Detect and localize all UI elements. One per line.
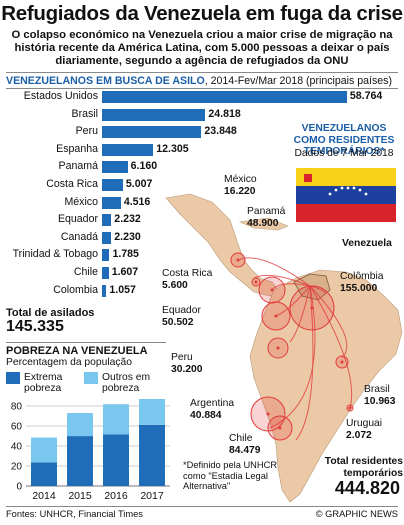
asylum-bar-label-costa-rica: Costa Rica <box>46 178 98 190</box>
asylum-bar-value-chile: 1.607 <box>111 266 139 278</box>
asylum-chart-header-bold: VENEZUELANOS EM BUSCA DE ASILO <box>6 75 205 87</box>
asylum-bar-panam- <box>102 161 128 174</box>
top-divider <box>6 72 398 73</box>
residents-map-svg <box>165 168 403 503</box>
asylum-bar-value-canad-: 2.230 <box>114 230 141 243</box>
asylum-bar-label-canad-: Canadá <box>60 230 98 243</box>
poverty-bar-2015-extreme <box>67 436 93 486</box>
label-equador: Equador 50.502 <box>162 305 201 328</box>
bubble-centers <box>236 258 352 430</box>
residents-total-value: 444.820 <box>334 478 400 498</box>
asylum-bar-chart: Estados Unidos 58.764 Brasil 24.818 Peru 23.8… <box>0 88 404 303</box>
poverty-xtick-2016: 2016 <box>104 490 128 502</box>
page-title: Refugiados da Venezuela em fuga da crise <box>1 2 403 25</box>
asylum-bar-equador <box>102 214 112 227</box>
poverty-xtick-2015: 2015 <box>68 490 92 502</box>
asylum-bar-label-peru: Peru <box>75 125 98 138</box>
label-brasil: Brasil 10.963 <box>364 384 396 407</box>
poverty-bar-2017-extreme <box>139 424 165 486</box>
asylum-bar-chile <box>102 267 109 279</box>
asylum-bar-canad- <box>102 231 112 244</box>
asylum-bar-label-colombia: Colombia <box>53 283 98 296</box>
asylum-chart-header-rest: , 2014-Fev/Mar 2018 (principais países) <box>204 75 392 87</box>
asylum-bar-value-estados-unidos: 58.764 <box>349 90 383 102</box>
asylum-bar-label-estados-unidos: Estados Unidos <box>23 90 98 102</box>
footer-divider <box>6 506 398 507</box>
page-subtitle: O colapso económico na Venezuela criou a… <box>11 29 393 67</box>
label-panama: Panamá 48.900 <box>247 206 286 229</box>
label-chile: Chile 84.479 <box>229 433 261 456</box>
asylum-bar-costa-rica <box>102 179 123 191</box>
poverty-bar-2016-extreme <box>103 434 129 486</box>
asylum-bar-label-panam-: Panamá <box>58 160 98 173</box>
poverty-xtick-2014: 2014 <box>32 490 56 502</box>
label-argentina: Argentina 40.884 <box>190 398 235 421</box>
asylum-bar-value-peru: 23.848 <box>204 125 237 138</box>
asylum-bar-value-panam-: 6.160 <box>130 160 158 173</box>
poverty-xtick-2017: 2017 <box>140 490 164 502</box>
migration-arcs <box>237 257 353 441</box>
label-costa-rica: Costa Rica 5.600 <box>162 268 213 291</box>
residents-date: Dados de 7 Mar 2018 <box>294 148 394 159</box>
legend-swatch-other <box>84 372 98 384</box>
residents-map <box>150 110 404 510</box>
residents-note: *Definido pela UNHCR como "Estadia Legal… <box>183 460 278 491</box>
asylum-bar-label-m-xico: México <box>64 195 98 208</box>
footer-sources: Fontes: UNHCR, Financial Times <box>6 509 143 519</box>
poverty-bar-2014-extreme <box>31 462 57 486</box>
residents-total-label: Total residentes temporários <box>324 456 403 479</box>
asylum-bar-label-equador: Equador <box>57 213 98 226</box>
caribbean-shape <box>238 217 289 231</box>
label-venezuela: Venezuela <box>342 238 392 249</box>
poverty-bar-2015-other <box>67 413 93 437</box>
asylum-chart-header: VENEZUELANOS EM BUSCA DE ASILO, 2014-Fev… <box>6 75 392 87</box>
footer-credit: © GRAPHIC NEWS <box>315 509 398 519</box>
residents-title: VENEZUELANOS COMO RESIDENTES TEMPORÁRIOS… <box>293 123 395 157</box>
asylum-bar-label-chile: Chile <box>73 266 98 278</box>
legend-swatch-extreme <box>6 372 20 384</box>
poverty-ytick-40: 40 <box>11 442 23 453</box>
legend-label-other: Outros em pobreza <box>102 372 151 394</box>
poverty-bar-2014-other <box>31 437 57 463</box>
poverty-subtitle: Percentagem da população <box>6 357 132 368</box>
asylum-bar-value-colombia: 1.057 <box>109 283 136 296</box>
asylum-bar-peru <box>102 126 202 139</box>
asylum-bar-value-trinidad-tobago: 1.785 <box>112 248 139 261</box>
asylum-bar-estados-unidos <box>102 91 347 103</box>
label-colombia: Colômbia 155.000 <box>340 271 384 294</box>
poverty-ytick-0: 0 <box>16 482 22 493</box>
poverty-ytick-60: 60 <box>11 422 23 433</box>
poverty-bar-2016-other <box>103 404 129 435</box>
poverty-ytick-20: 20 <box>11 462 23 473</box>
legend-label-extreme: Extrema pobreza <box>24 372 63 394</box>
asylum-bar-trinidad-tobago <box>102 249 110 262</box>
asylum-bar-colombia <box>102 284 107 297</box>
label-mexico: México 16.220 <box>224 174 257 197</box>
label-peru: Peru 30.200 <box>171 352 203 375</box>
poverty-ytick-80: 80 <box>11 402 23 413</box>
asylum-bar-label-brasil: Brasil <box>71 107 99 120</box>
asylum-bar-value-equador: 2.232 <box>114 213 141 226</box>
asylum-bar-brasil <box>102 108 206 121</box>
poverty-bar-chart: 0 20 40 60 80 2014 2015 2016 2017 <box>11 399 170 502</box>
asylum-total-value: 145.335 <box>6 318 64 335</box>
poverty-title: POBREZA NA VENEZUELA <box>6 345 148 357</box>
poverty-bar-2017-other <box>139 399 165 425</box>
asylum-bar-value-m-xico: 4.516 <box>123 195 151 208</box>
asylum-bar-value-costa-rica: 5.007 <box>125 178 153 190</box>
label-uruguai: Uruguai 2.072 <box>346 418 383 441</box>
asylum-bar-label-trinidad-tobago: Trinidad & Tobago <box>12 248 98 261</box>
asylum-bar-espanha <box>102 143 154 156</box>
asylum-total-label: Total de asilados <box>6 307 95 319</box>
asylum-header-divider <box>6 88 398 89</box>
south-america-shape <box>249 269 403 503</box>
asylum-bar-value-brasil: 24.818 <box>208 107 241 120</box>
asylum-bar-value-espanha: 12.305 <box>156 142 189 155</box>
asylum-bar-m-xico <box>102 196 121 209</box>
poverty-divider <box>6 342 166 343</box>
asylum-bar-label-espanha: Espanha <box>56 142 98 155</box>
venezuela-flag <box>296 168 396 222</box>
